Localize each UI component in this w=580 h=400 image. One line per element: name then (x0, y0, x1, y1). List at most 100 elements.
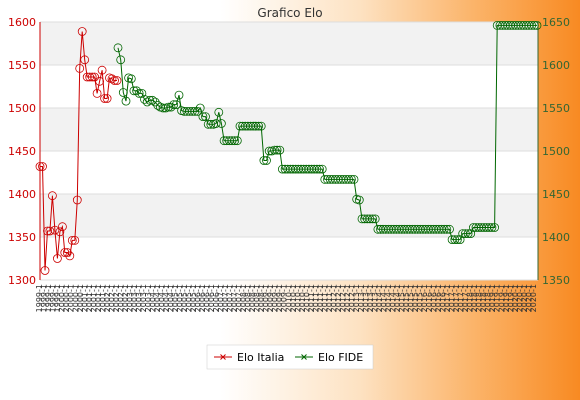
plot-band (40, 65, 538, 108)
x-tick-label: 2002-1 (117, 284, 126, 312)
x-tick-label: 1999-1 (35, 284, 44, 312)
data-point (312, 164, 322, 174)
x-tick-label: 2005-1 (180, 284, 189, 312)
x-tick-label: 2017-1 (452, 284, 461, 312)
x-tick-label: 2008-1 (244, 284, 253, 312)
data-point (38, 162, 47, 171)
data-point (77, 27, 87, 36)
left-y-tick-label: 1400 (8, 188, 36, 201)
x-tick-label: 2014-1 (393, 284, 402, 312)
x-tick-label: 2016-1 (429, 284, 438, 312)
data-point (232, 136, 242, 146)
data-point (45, 226, 55, 236)
data-point (445, 224, 454, 234)
x-tick-label: 2016-1 (420, 284, 429, 312)
x-axis-ticks: 1999-11999-11999-11999-11999-12000-12000… (35, 284, 538, 312)
right-y-tick-label: 1500 (542, 145, 570, 158)
x-tick-label: 2011-1 (307, 284, 316, 312)
data-point (532, 20, 542, 30)
data-point (171, 100, 181, 109)
x-tick-label: 2002-1 (103, 284, 112, 312)
data-point (206, 119, 216, 129)
data-point (275, 145, 285, 155)
x-tick-label: 2014-1 (375, 284, 384, 312)
data-point (254, 121, 264, 131)
x-tick-label: 2000-1 (62, 284, 71, 312)
data-point (455, 235, 465, 245)
x-tick-label: 2020-1 (511, 284, 520, 312)
x-tick-label: 2009-1 (275, 284, 284, 312)
x-tick-label: 2017-1 (461, 284, 470, 312)
data-point (365, 214, 375, 224)
data-point (227, 136, 237, 146)
x-tick-label: 2005-1 (171, 284, 180, 312)
data-point (450, 235, 460, 245)
x-tick-label: 2000-1 (76, 284, 85, 312)
data-point (169, 100, 179, 109)
x-tick-label: 2007-1 (234, 284, 243, 312)
x-tick-label: 2019-1 (497, 284, 506, 312)
left-y-tick-label: 1450 (8, 145, 36, 158)
data-point (150, 97, 160, 107)
x-tick-label: 2015-1 (398, 284, 407, 312)
x-tick-label: 2010-1 (298, 284, 307, 312)
right-y-tick-label: 1400 (542, 231, 570, 244)
data-point (166, 102, 176, 112)
data-point (201, 112, 210, 121)
x-tick-label: 2016-1 (425, 284, 434, 312)
right-y-tick-label: 1600 (542, 59, 570, 72)
data-point (452, 235, 462, 245)
data-point (97, 65, 107, 75)
data-point (527, 20, 537, 30)
x-tick-label: 2016-1 (434, 284, 443, 312)
x-tick-label: 2013-1 (352, 284, 361, 312)
right-y-tick-label: 1350 (542, 274, 570, 287)
x-tick-label: 2015-1 (407, 284, 416, 312)
right-y-tick-label: 1650 (542, 16, 570, 29)
x-tick-label: 2012-1 (330, 284, 339, 312)
plot-band (40, 22, 538, 65)
x-tick-label: 2005-1 (189, 284, 198, 312)
data-point (90, 72, 99, 82)
data-point (75, 64, 85, 73)
x-tick-label: 2019-1 (488, 284, 497, 312)
series-line (117, 24, 537, 241)
x-tick-label: 2012-1 (339, 284, 348, 312)
x-tick-label: 2006-1 (207, 284, 216, 312)
right-y-tick-label: 1450 (542, 188, 570, 201)
left-y-tick-label: 1350 (8, 231, 36, 244)
data-point (463, 229, 473, 239)
legend: Elo Italia Elo FIDE (206, 344, 374, 370)
x-tick-label: 2006-1 (194, 284, 203, 312)
x-tick-label: 2007-1 (221, 284, 230, 312)
data-point (460, 229, 470, 239)
x-tick-label: 2002-1 (121, 284, 130, 312)
left-y-axis: 1300 1350 1400 1450 1500 1550 1600 (8, 16, 41, 287)
x-tick-label: 2019-1 (493, 284, 502, 312)
plot-band (40, 108, 538, 151)
data-point (92, 89, 102, 98)
data-point (193, 107, 203, 116)
data-point (70, 235, 80, 245)
x-tick-label: 2010-1 (302, 284, 311, 312)
x-tick-label: 2004-1 (166, 284, 175, 312)
x-tick-label: 2020-1 (515, 284, 524, 312)
data-point (354, 195, 364, 205)
data-point (100, 94, 109, 103)
x-tick-label: 2004-1 (157, 284, 166, 312)
x-tick-label: 2015-1 (411, 284, 420, 312)
right-y-tick-label: 1550 (542, 102, 570, 115)
data-point (43, 226, 52, 236)
x-tick-label: 2006-1 (203, 284, 212, 312)
x-tick-label: 2009-1 (280, 284, 289, 312)
x-tick-label: 2014-1 (384, 284, 393, 312)
x-tick-label: 2004-1 (162, 284, 171, 312)
data-point (129, 86, 139, 96)
data-point (187, 107, 197, 116)
x-tick-label: 2010-1 (293, 284, 302, 312)
data-point (35, 162, 45, 171)
data-point (439, 224, 449, 234)
x-tick-label: 2014-1 (389, 284, 398, 312)
x-tick-label: 2003-1 (126, 284, 135, 312)
data-point (121, 96, 131, 106)
